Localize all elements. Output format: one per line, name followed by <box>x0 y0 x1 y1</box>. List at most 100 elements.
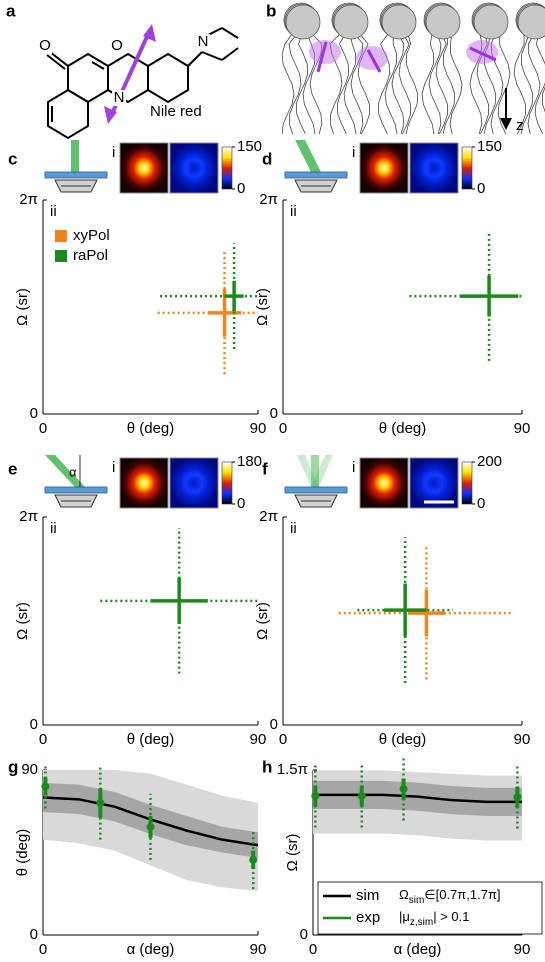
x-tick-label: 90 <box>514 731 531 748</box>
lipid-tail <box>295 33 309 135</box>
y-axis-label: Ω (sr) <box>14 288 31 326</box>
exp-point <box>357 791 366 800</box>
x-axis-label: θ (deg) <box>127 420 175 437</box>
legend-label: sim <box>356 887 379 904</box>
beam <box>311 455 333 487</box>
cone <box>309 40 341 64</box>
y-axis-label: Ω (sr) <box>254 602 271 640</box>
atom-bg <box>38 38 52 54</box>
x-tick-label: 0 <box>279 731 287 748</box>
legend-label: exp <box>356 909 380 926</box>
x-tick-label: 90 <box>514 420 531 437</box>
lipid-tail <box>384 33 398 135</box>
plot-area <box>100 528 258 674</box>
lipid-head <box>517 4 545 40</box>
panel-label: d <box>262 149 272 168</box>
heatmap <box>119 142 169 194</box>
heatmap <box>409 457 459 509</box>
exp-point <box>513 793 522 802</box>
y-tick-label: 0 <box>270 405 278 422</box>
beam <box>295 140 321 172</box>
mean-point <box>177 599 181 603</box>
lipid-tail <box>288 33 302 135</box>
arrow-head <box>500 118 512 130</box>
mean-point <box>403 608 407 612</box>
exp-point <box>96 799 105 807</box>
x-tick-label: 90 <box>250 731 267 748</box>
colorbar-tick-label: 200 <box>477 453 502 470</box>
annotation-part: sim <box>409 895 425 906</box>
sim-line <box>313 793 522 804</box>
x-axis-label: α (deg) <box>127 941 175 958</box>
inset-label: i <box>352 459 355 476</box>
exp-point <box>311 791 320 800</box>
colorbar-tick-label: 0 <box>237 180 245 197</box>
colorbar-tick-label: 0 <box>237 495 245 512</box>
inset-label: ii <box>290 203 297 220</box>
y-tick-label: 2π <box>19 191 38 208</box>
lipid-head <box>473 4 509 40</box>
panel-label: g <box>8 757 18 776</box>
y-tick-label: 0 <box>30 926 38 943</box>
legend-label: raPol <box>73 247 108 264</box>
x-tick-label: 0 <box>39 731 47 748</box>
panel-label: a <box>6 1 16 20</box>
colorbar <box>461 461 473 505</box>
lipid-tail <box>336 33 350 135</box>
inset-label: i <box>112 144 115 161</box>
y-tick-label: 0 <box>300 926 308 943</box>
panel-label: e <box>8 459 17 478</box>
panel-label: b <box>266 1 276 20</box>
lipid-tail <box>428 33 442 135</box>
annotation-part: z,sim <box>410 917 433 928</box>
colorbar <box>461 146 473 190</box>
lipid-tail <box>497 33 511 135</box>
inset-label: ii <box>50 203 57 220</box>
lipid-head <box>381 4 417 40</box>
plot-area <box>338 537 515 683</box>
coverslip <box>44 171 108 179</box>
annotation: |μz,sim| > 0.1 <box>399 909 469 927</box>
atom: N <box>198 33 209 50</box>
x-tick-label: 0 <box>39 420 47 437</box>
atom-bg <box>196 34 210 50</box>
atom-bg <box>112 90 126 106</box>
colorbar-tick-label: 150 <box>477 138 502 155</box>
band <box>313 780 522 816</box>
arrow-head <box>143 24 156 42</box>
lipid-tail <box>449 33 463 135</box>
atom-bg <box>110 38 124 54</box>
x-tick-label: 90 <box>250 420 267 437</box>
x-tick-label: 0 <box>39 941 47 958</box>
x-axis-label: θ (deg) <box>379 731 427 748</box>
beam <box>45 455 85 487</box>
y-axis-label: Ω (sr) <box>14 602 31 640</box>
lipid-head <box>425 4 461 40</box>
annotation-part: | > 0.1 <box>433 909 469 924</box>
lipid-tail <box>421 33 435 135</box>
plot-area <box>157 243 258 375</box>
plot-area <box>409 231 522 361</box>
legend-box <box>317 881 543 935</box>
y-tick-label: 2π <box>259 508 278 525</box>
exp-point <box>249 855 258 864</box>
annotation-part: |μ <box>399 909 410 924</box>
lipid-tail <box>343 33 357 135</box>
colorbar <box>221 146 233 190</box>
colorbar-tick-label: 150 <box>237 138 262 155</box>
colorbar-tick-label: 0 <box>477 180 485 197</box>
colorbar <box>221 461 233 505</box>
x-axis-label: θ (deg) <box>127 731 175 748</box>
exp-point <box>146 822 155 831</box>
dipole <box>316 41 328 73</box>
heatmap <box>409 142 459 194</box>
coverslip <box>284 171 348 179</box>
inset-label: ii <box>290 520 297 537</box>
mean-point <box>487 294 491 298</box>
x-tick-label: 90 <box>514 941 531 958</box>
heatmap <box>169 142 219 194</box>
beam <box>311 455 319 487</box>
panel-label: f <box>262 459 268 478</box>
annotation-part: ∈[0.7π,1.7π] <box>424 887 500 902</box>
